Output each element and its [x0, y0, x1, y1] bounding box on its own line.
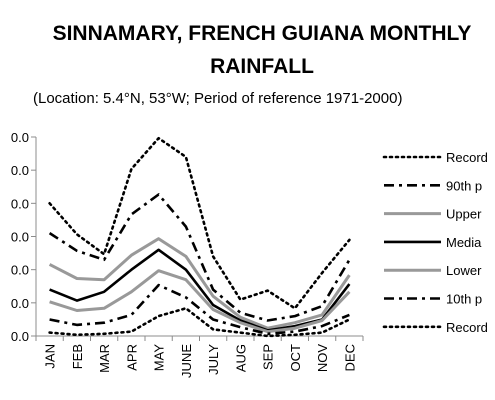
series-line-3	[49, 248, 351, 332]
y-tick-label: 0.0	[11, 130, 29, 145]
series-line-0	[48, 136, 351, 310]
x-tick-label: OCT	[288, 344, 303, 372]
legend-entry-label: Record	[446, 320, 488, 335]
series-line-5	[49, 283, 350, 336]
series-line-6	[48, 307, 351, 338]
x-tick-label: FEB	[70, 344, 85, 369]
x-tick-label: JULY	[206, 344, 221, 375]
chart-subtitle: (Location: 5.4°N, 53°W; Period of refere…	[33, 90, 402, 107]
legend: Record 90th p Upper Media Lower 10th p Record	[382, 150, 488, 335]
legend-entry-label: Upper	[446, 207, 482, 222]
legend-entry-label: Record	[446, 150, 488, 165]
series-line-4	[49, 269, 351, 334]
legend-entry-label: Media	[446, 235, 482, 250]
x-tick-label: SEP	[261, 344, 276, 370]
series-line-2	[48, 237, 351, 330]
x-tick-label: MAY	[152, 344, 167, 372]
x-tick-label: MAR	[97, 344, 112, 373]
legend-entry-label: 10th p	[446, 292, 482, 307]
y-tick-label: 0.0	[11, 196, 29, 211]
legend-entry-label: 90th p	[446, 178, 482, 193]
chart-title-line2: RAINFALL	[210, 55, 314, 78]
y-tick-label: 0.0	[11, 263, 29, 278]
legend-entry-label: Lower	[446, 263, 482, 278]
x-axis: JAN FEB MAR APR MAY JUNE JULY AUG SEP OCT NOV DEC	[35, 335, 364, 378]
y-tick-label: 0.0	[11, 230, 29, 245]
y-axis: 0.0 0.0 0.0 0.0 0.0 0.0 0.0	[11, 130, 37, 344]
x-tick-label: JUNE	[179, 344, 194, 378]
y-tick-label: 0.0	[11, 329, 29, 344]
y-tick-label: 0.0	[11, 163, 29, 178]
series-group	[48, 136, 351, 338]
x-tick-label: JAN	[43, 344, 58, 369]
x-tick-label: APR	[124, 344, 139, 371]
x-tick-label: NOV	[315, 344, 330, 373]
x-tick-label: DEC	[342, 344, 357, 371]
y-tick-label: 0.0	[11, 296, 29, 311]
x-tick-label: AUG	[233, 344, 248, 372]
chart-title-line1: SINNAMARY, FRENCH GUIANA MONTHLY	[53, 22, 472, 45]
series-line-1	[48, 193, 351, 322]
